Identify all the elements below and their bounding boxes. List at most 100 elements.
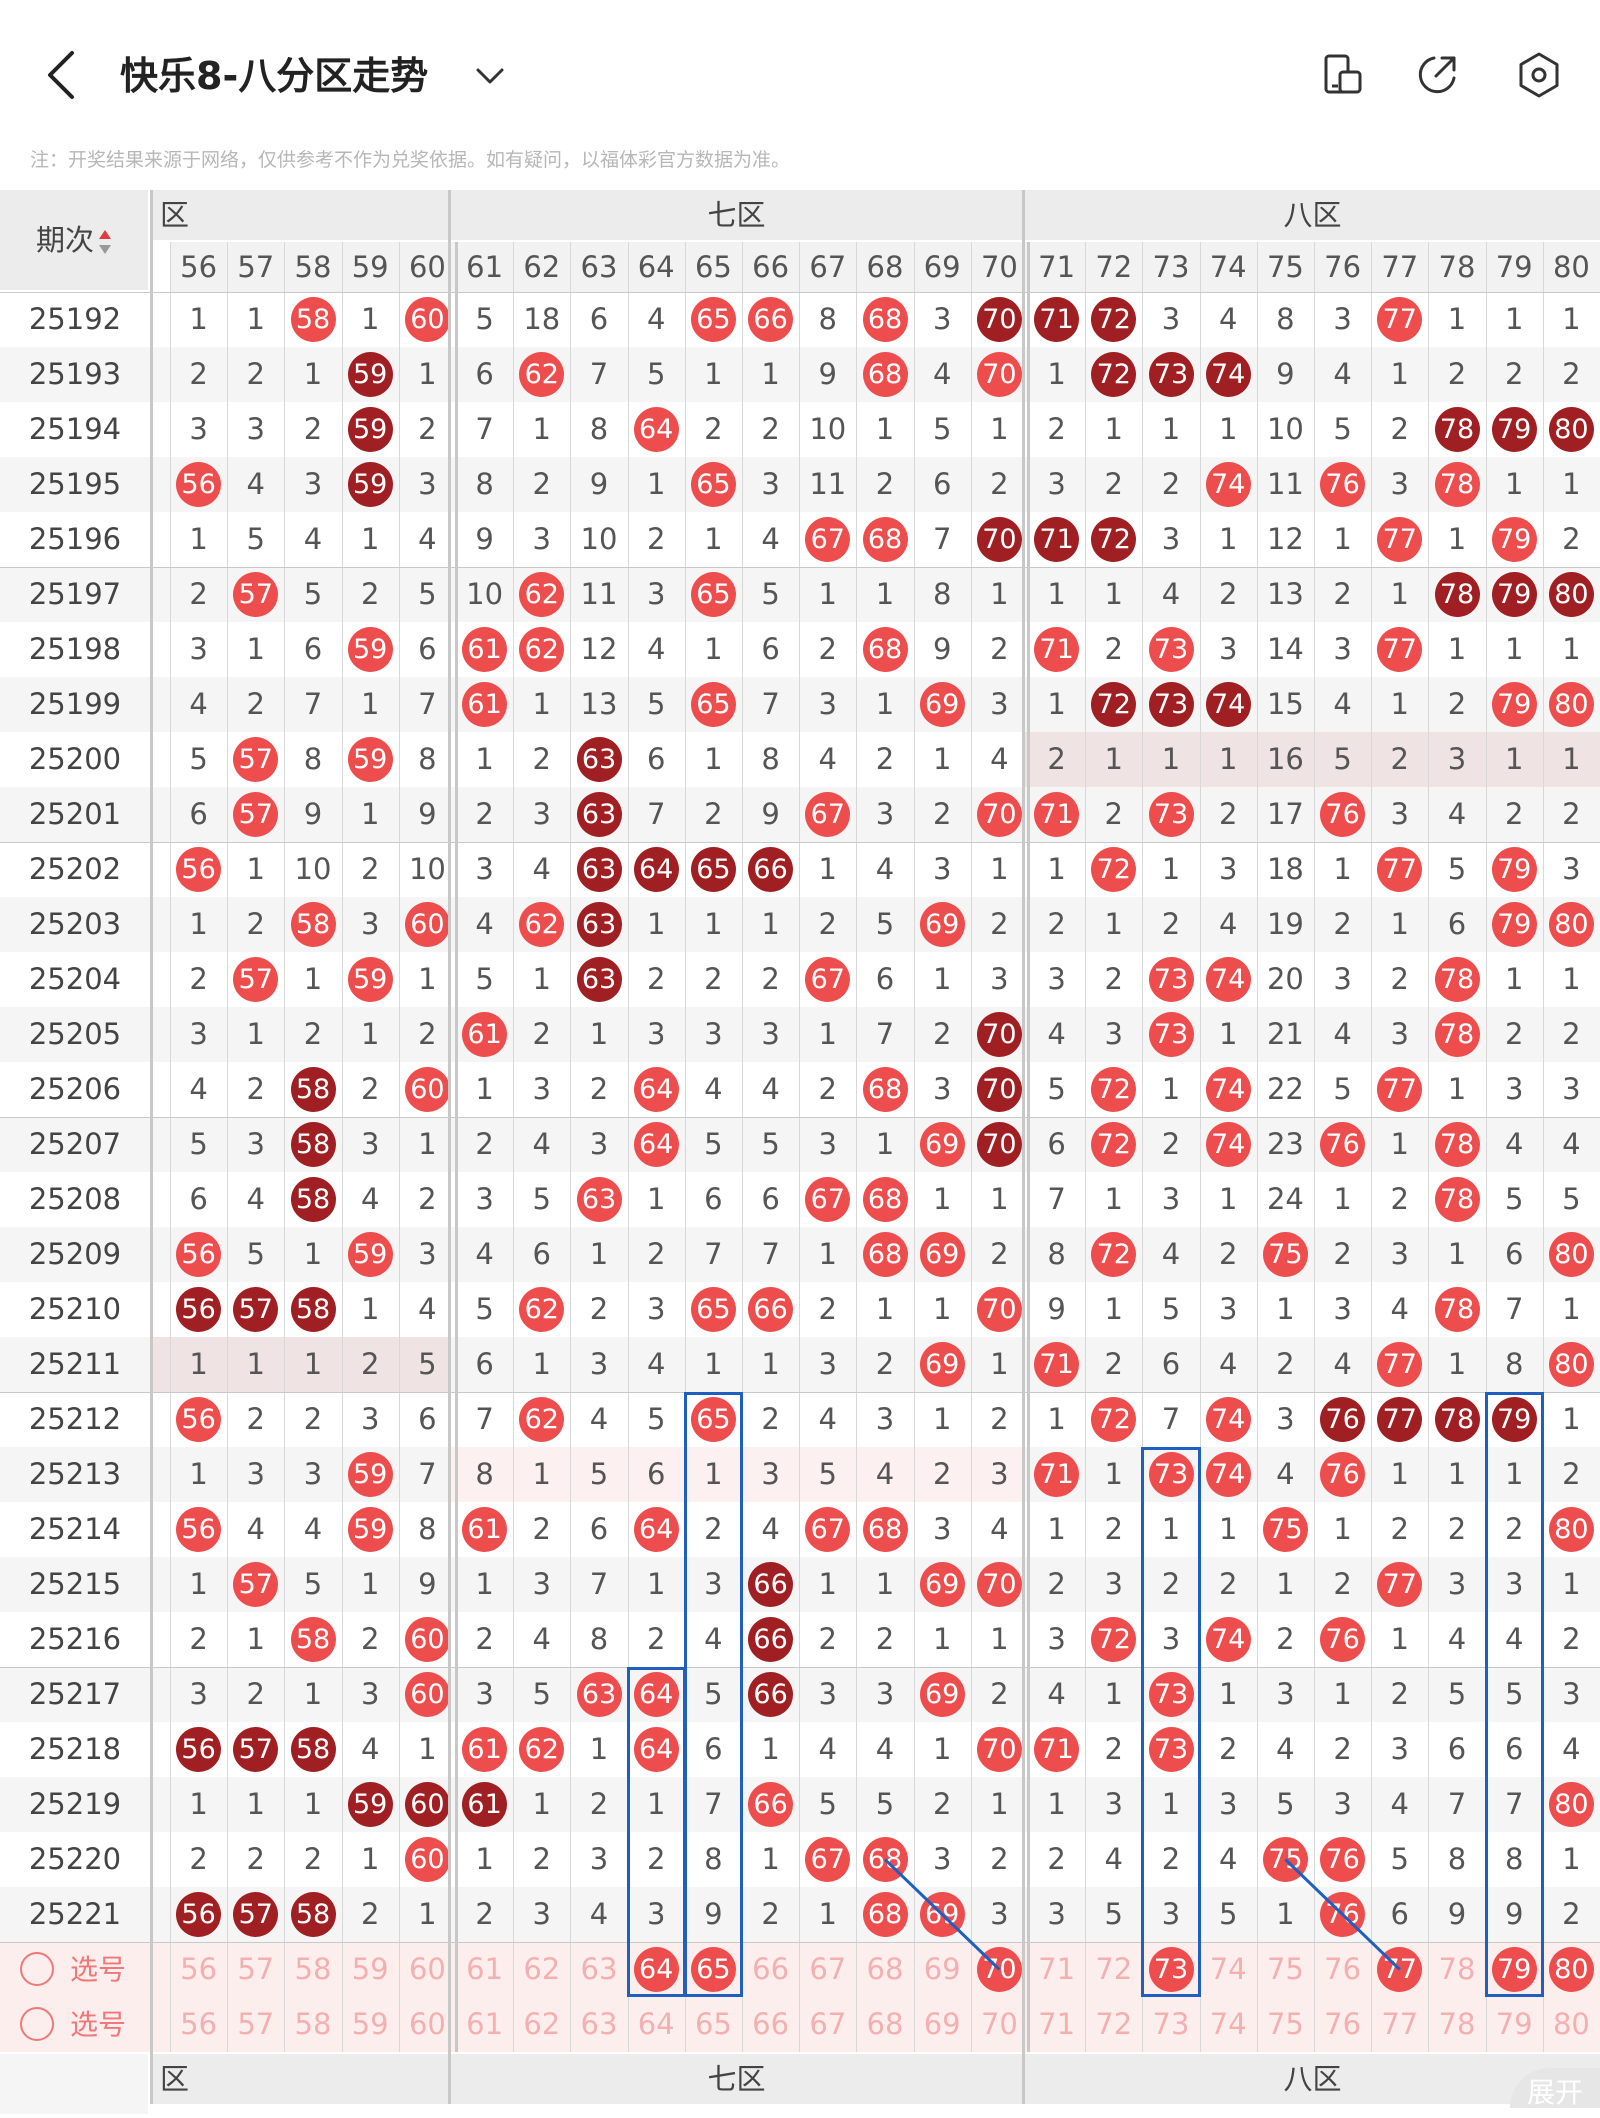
selectable-number[interactable]: 56: [180, 1952, 218, 1986]
selectable-number[interactable]: 78: [1438, 1952, 1476, 1986]
selectable-number[interactable]: 71: [1038, 1952, 1076, 1986]
miss-count-cell: 2: [875, 1347, 895, 1381]
selectable-number[interactable]: 72: [1095, 2007, 1133, 2041]
period-cell: 25209: [28, 1237, 122, 1271]
selectable-number[interactable]: 68: [866, 1952, 904, 1986]
selectable-number[interactable]: 79: [1495, 2007, 1533, 2041]
drawn-number-ball: 76: [1320, 462, 1366, 507]
selectable-number[interactable]: 76: [1324, 1952, 1362, 1986]
selectable-number[interactable]: 73: [1152, 2007, 1190, 2041]
sort-icon[interactable]: [94, 223, 112, 257]
selectable-number[interactable]: 67: [809, 1952, 847, 1986]
selectable-number[interactable]: 66: [752, 1952, 790, 1986]
period-cell: 25196: [28, 522, 122, 556]
selectable-number[interactable]: 59: [351, 2007, 389, 2041]
selectable-number[interactable]: 59: [351, 1952, 389, 1986]
selected-number-ball[interactable]: 79: [1491, 1947, 1537, 1992]
selectable-number[interactable]: 58: [294, 2007, 332, 2041]
share-icon[interactable]: [1412, 50, 1462, 100]
selectable-number[interactable]: 63: [580, 2007, 618, 2041]
drawn-number-ball: 70: [976, 517, 1022, 562]
selectable-number[interactable]: 74: [1209, 1952, 1247, 1986]
selectable-number[interactable]: 61: [466, 2007, 504, 2041]
miss-count-cell: 4: [189, 687, 208, 721]
selectable-number[interactable]: 68: [866, 2007, 904, 2041]
drawn-number-ball: 71: [1034, 1342, 1080, 1387]
selectable-number[interactable]: 62: [523, 1952, 561, 1986]
miss-count-cell: 1: [1218, 1182, 1238, 1216]
selectable-number[interactable]: 56: [180, 2007, 218, 2041]
miss-count-cell: 3: [1218, 1292, 1238, 1326]
selectable-number[interactable]: 80: [1552, 2007, 1590, 2041]
selected-number-ball[interactable]: 65: [690, 1947, 736, 1992]
miss-count-cell: 14: [1266, 632, 1304, 666]
screen-rotate-icon[interactable]: [1318, 50, 1368, 100]
selectable-number[interactable]: 60: [408, 1952, 446, 1986]
miss-count-cell: 9: [418, 1567, 437, 1601]
miss-count-cell: 3: [418, 467, 437, 501]
drawn-number-ball: 69: [919, 902, 965, 947]
drawn-number-ball: 72: [1091, 517, 1137, 562]
drawn-number-ball: 80: [1548, 682, 1594, 727]
miss-count-cell: 2: [189, 577, 208, 611]
selectable-number[interactable]: 74: [1209, 2007, 1247, 2041]
miss-count-cell: 2: [932, 1017, 952, 1051]
selectable-number[interactable]: 62: [523, 2007, 561, 2041]
selectable-number[interactable]: 61: [466, 1952, 504, 1986]
drawn-number-ball: 78: [1434, 572, 1480, 617]
miss-count-cell: 6: [1447, 1732, 1467, 1766]
selectable-number[interactable]: 66: [752, 2007, 790, 2041]
selectable-number[interactable]: 57: [237, 1952, 275, 1986]
selectable-number[interactable]: 57: [237, 2007, 275, 2041]
drawn-number-ball: 64: [633, 407, 679, 452]
selectable-number[interactable]: 60: [408, 2007, 446, 2041]
selectable-number[interactable]: 64: [637, 2007, 675, 2041]
selectable-number[interactable]: 70: [980, 2007, 1018, 2041]
miss-count-cell: 3: [1333, 632, 1352, 666]
selectable-number[interactable]: 72: [1095, 1952, 1133, 1986]
miss-count-cell: 3: [189, 1017, 208, 1051]
period-header[interactable]: 期次: [0, 190, 148, 290]
back-arrow-icon[interactable]: [40, 45, 84, 105]
selectable-number[interactable]: 75: [1266, 1952, 1304, 1986]
chevron-down-icon[interactable]: [470, 56, 510, 96]
miss-count-cell: 2: [303, 1842, 323, 1876]
selectable-number[interactable]: 78: [1438, 2007, 1476, 2041]
selectable-number[interactable]: 65: [694, 2007, 732, 2041]
selectable-number[interactable]: 75: [1266, 2007, 1304, 2041]
selectable-number[interactable]: 77: [1381, 2007, 1419, 2041]
miss-count-cell: 3: [646, 1897, 666, 1931]
missing-highlight: [1025, 732, 1600, 787]
period-cell: 25202: [28, 852, 122, 886]
miss-count-cell: 3: [704, 1017, 723, 1051]
drawn-number-ball: 59: [347, 1452, 393, 1497]
miss-count-cell: 1: [990, 852, 1009, 886]
selected-number-ball[interactable]: 73: [1148, 1947, 1194, 1992]
selectable-number[interactable]: 71: [1038, 2007, 1076, 2041]
selectable-number[interactable]: 58: [294, 1952, 332, 1986]
miss-count-cell: 8: [818, 302, 837, 336]
selectable-number[interactable]: 76: [1324, 2007, 1362, 2041]
miss-count-cell: 3: [1447, 1567, 1467, 1601]
settings-icon[interactable]: [1514, 50, 1564, 100]
drawn-number-ball: 77: [1377, 627, 1423, 672]
selected-number-ball[interactable]: 70: [976, 1947, 1022, 1992]
trend-table: 区七区 八区 期次 56 57 58 59 60 61 62 63 64 65 66 67 68 69 70 71 7…: [0, 190, 1600, 2114]
miss-count-cell: 2: [303, 1402, 323, 1436]
period-cell: 25198: [28, 632, 122, 666]
selectable-number[interactable]: 67: [809, 2007, 847, 2041]
select-radio[interactable]: [20, 1952, 54, 1986]
selectable-number[interactable]: 63: [580, 1952, 618, 1986]
selectable-number[interactable]: 69: [923, 1952, 961, 1986]
miss-count-cell: 1: [303, 1347, 323, 1381]
miss-count-cell: 2: [475, 1127, 494, 1161]
drawn-number-ball: 67: [805, 1507, 851, 1552]
selected-number-ball[interactable]: 77: [1377, 1947, 1423, 1992]
miss-count-cell: 4: [1390, 1292, 1409, 1326]
selected-number-ball[interactable]: 80: [1548, 1947, 1594, 1992]
selected-number-ball[interactable]: 64: [633, 1947, 679, 1992]
select-radio[interactable]: [20, 2007, 54, 2041]
selectable-number[interactable]: 69: [923, 2007, 961, 2041]
miss-count-cell: 3: [246, 412, 265, 446]
drawn-number-ball: 80: [1548, 1507, 1594, 1552]
